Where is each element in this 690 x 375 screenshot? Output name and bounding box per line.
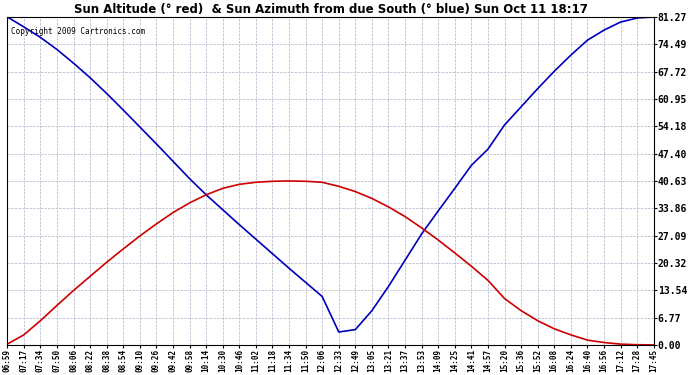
Text: Copyright 2009 Cartronics.com: Copyright 2009 Cartronics.com: [10, 27, 145, 36]
Title: Sun Altitude (° red)  & Sun Azimuth from due South (° blue) Sun Oct 11 18:17: Sun Altitude (° red) & Sun Azimuth from …: [74, 3, 587, 16]
